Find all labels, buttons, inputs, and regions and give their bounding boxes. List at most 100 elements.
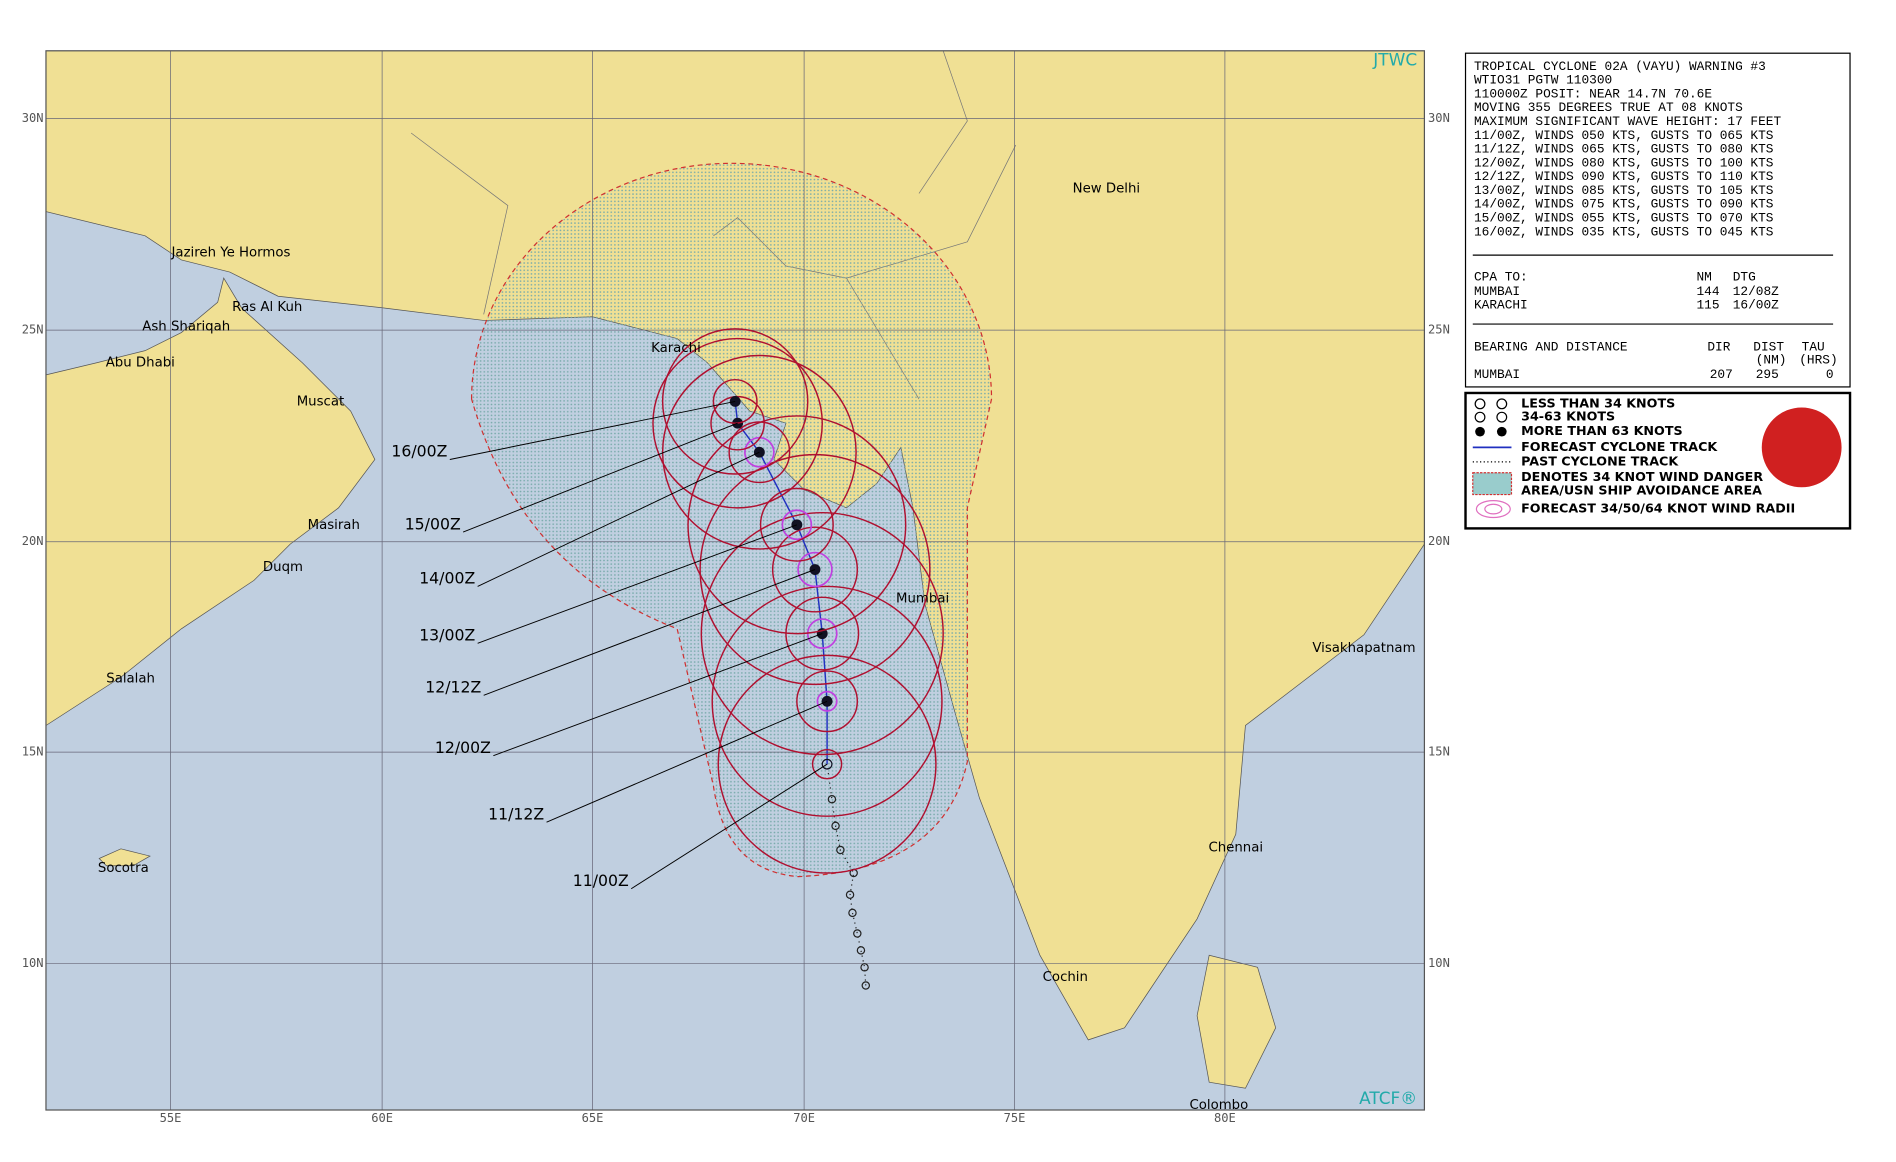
- cpa-header: CPA TO:: [1474, 269, 1528, 284]
- leader-line: [477, 451, 760, 587]
- lat-label: 30N: [22, 111, 44, 125]
- warning-line: 15/00Z, WINDS 055 KTS, GUSTS TO 070 KTS: [1474, 211, 1774, 226]
- leader-line: [493, 633, 823, 757]
- legend-text: FORECAST 34/50/64 KNOT WIND RADII: [1521, 501, 1795, 516]
- lat-label: 25N: [22, 323, 44, 337]
- place-label: Jazireh Ye Hormos: [171, 246, 291, 261]
- wind-radius-50: [728, 421, 791, 484]
- bearing-unit: (NM): [1756, 353, 1787, 368]
- land-arabia: [45, 277, 376, 726]
- leader-line: [462, 422, 738, 533]
- legend-text: DENOTES 34 KNOT WIND DANGER: [1521, 469, 1763, 484]
- lon-label: 55E: [160, 1111, 182, 1125]
- forecast-label: 12/12Z: [425, 678, 481, 697]
- bearing-header: DIR: [1707, 339, 1730, 354]
- legend-text: LESS THAN 34 KNOTS: [1521, 395, 1675, 410]
- leader-line: [483, 569, 816, 696]
- place-label: Duqm: [263, 560, 303, 575]
- past-position: [848, 908, 857, 918]
- bearing-cell: 0: [1826, 367, 1834, 382]
- legend-text: PAST CYCLONE TRACK: [1521, 453, 1679, 468]
- past-position: [836, 845, 845, 855]
- leader-line: [546, 700, 828, 823]
- place-label: Masirah: [308, 518, 360, 533]
- legend-text: FORECAST CYCLONE TRACK: [1521, 439, 1718, 454]
- forecast-position: [821, 758, 833, 770]
- warning-line: 14/00Z, WINDS 075 KTS, GUSTS TO 090 KTS: [1474, 197, 1774, 212]
- bearing-cell: MUMBAI: [1474, 367, 1520, 382]
- cpa-cell: 115: [1696, 298, 1719, 313]
- wind-radius-34: [652, 337, 823, 509]
- lat-label: 15N: [22, 745, 44, 759]
- forecast-label: 11/00Z: [573, 871, 629, 890]
- wind-radius-50: [796, 670, 859, 733]
- lon-label: 70E: [793, 1111, 815, 1125]
- past-position: [827, 795, 837, 804]
- warning-box: [1464, 52, 1851, 388]
- past-position: [845, 890, 855, 900]
- graticule: [45, 50, 1425, 1111]
- cpa-cell: 12/08Z: [1733, 284, 1779, 299]
- place-label: Cochin: [1043, 970, 1088, 985]
- lon-label: 65E: [582, 1111, 604, 1125]
- wind-radius-50: [811, 748, 843, 780]
- land-sri-lanka: [1196, 954, 1277, 1089]
- bearing-unit: (HRS): [1799, 353, 1837, 368]
- bearing-header: DIST: [1753, 339, 1784, 354]
- bearing-header: BEARING AND DISTANCE: [1474, 339, 1628, 354]
- lon-label: 60E: [371, 1111, 393, 1125]
- forecast-position: [791, 519, 803, 531]
- place-label: Karachi: [651, 341, 701, 356]
- wind-radius-50: [712, 378, 758, 424]
- forecast-label: 15/00Z: [405, 514, 461, 533]
- cpa-header: DTG: [1733, 269, 1756, 284]
- forecast-label: 11/12Z: [488, 804, 544, 823]
- bearing-cell: 207: [1710, 367, 1733, 382]
- place-label: New Delhi: [1073, 182, 1140, 197]
- past-position: [861, 981, 871, 990]
- wind-radius-34: [661, 354, 857, 550]
- map-frame: [45, 50, 1426, 1111]
- storm-track: [652, 328, 944, 990]
- wind-radius-50: [759, 487, 834, 562]
- warning-line: 11/12Z, WINDS 065 KTS, GUSTS TO 080 KTS: [1474, 142, 1774, 157]
- lat-label: 15N: [1428, 745, 1450, 759]
- warning-line: TROPICAL CYCLONE 02A (VAYU) WARNING #3: [1474, 59, 1766, 74]
- lat-label: 20N: [1428, 534, 1450, 548]
- map: [45, 50, 1425, 1111]
- warning-line: MAXIMUM SIGNIFICANT WAVE HEIGHT: 17 FEET: [1474, 114, 1781, 129]
- leader-line: [477, 524, 798, 644]
- place-label: Ras Al Kuh: [232, 300, 302, 315]
- wind-radius-34: [700, 511, 944, 756]
- wind-radius-34: [717, 654, 937, 874]
- place-label: Mumbai: [896, 592, 949, 607]
- system-label: ATCF®: [1359, 1088, 1417, 1108]
- leader-line: [630, 763, 828, 890]
- place-label: Ash Shariqah: [142, 319, 230, 334]
- cpa-header: NM: [1696, 269, 1711, 284]
- lon-label: 75E: [1004, 1111, 1026, 1125]
- place-label: Abu Dhabi: [106, 356, 175, 371]
- wind-radius-64: [816, 690, 838, 712]
- cpa-cell: 144: [1696, 284, 1719, 299]
- wind-radius-34: [699, 453, 931, 686]
- forecast-label: 12/00Z: [435, 738, 491, 757]
- legend-text: 34-63 KNOTS: [1521, 409, 1615, 424]
- cpa-cell: MUMBAI: [1474, 284, 1520, 299]
- place-label: Chennai: [1208, 841, 1263, 856]
- forecast-label: 16/00Z: [391, 442, 447, 461]
- warning-line: WTIO31 PGTW 110300: [1474, 73, 1612, 88]
- place-label: Visakhapatnam: [1312, 641, 1415, 656]
- legend-text: AREA/USN SHIP AVOIDANCE AREA: [1521, 482, 1762, 497]
- lon-label: 80E: [1214, 1111, 1236, 1125]
- bearing-cell: 295: [1756, 367, 1779, 382]
- land-socotra: [98, 848, 151, 867]
- wind-radius-34: [661, 328, 809, 475]
- warning-line: 13/00Z, WINDS 085 KTS, GUSTS TO 105 KTS: [1474, 183, 1774, 198]
- warning-line: 12/00Z, WINDS 080 KTS, GUSTS TO 100 KTS: [1474, 155, 1774, 170]
- past-track: [826, 764, 867, 986]
- place-label: Colombo: [1189, 1098, 1248, 1113]
- wind-radius-34: [711, 585, 943, 817]
- past-position: [831, 821, 840, 831]
